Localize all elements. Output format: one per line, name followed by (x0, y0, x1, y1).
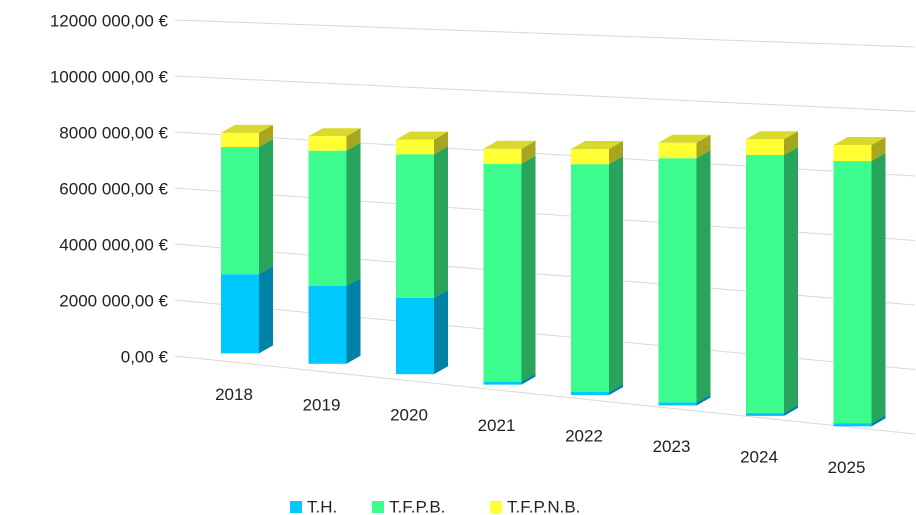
bar (308, 136, 347, 151)
bar-side (784, 404, 798, 416)
x-tick-label: 2021 (478, 416, 516, 435)
bar (396, 297, 434, 375)
bar-side (609, 140, 623, 165)
bar-side (346, 142, 361, 287)
bar (746, 412, 784, 416)
bar-side (784, 131, 798, 155)
legend-label: T.H. (307, 497, 337, 515)
bar (571, 392, 609, 396)
bar-top (658, 134, 711, 143)
y-tick-label: 6000 000,00 € (59, 179, 168, 198)
bar-top (308, 128, 361, 137)
bar-side (521, 155, 536, 382)
bar (221, 274, 259, 354)
bar-side (521, 140, 536, 164)
bar (746, 154, 784, 413)
legend-label: T.F.P.B. (389, 497, 445, 515)
x-tick-label: 2024 (740, 447, 778, 466)
grid-line (174, 19, 916, 48)
grid-line (174, 243, 916, 306)
bar-side (696, 150, 711, 403)
y-tick-label: 2000 000,00 € (59, 291, 168, 310)
bar-side (434, 289, 448, 375)
bar (396, 154, 434, 298)
y-tick-label: 8000 000,00 € (59, 123, 168, 142)
bar (308, 150, 347, 287)
bar-side (871, 415, 886, 427)
bar (833, 161, 872, 424)
x-tick-label: 2020 (390, 406, 428, 425)
bar (833, 423, 872, 427)
bar-side (346, 278, 361, 364)
bar (221, 146, 259, 275)
bar-side (696, 134, 711, 159)
bar-top (396, 131, 448, 140)
grid-line (174, 299, 916, 370)
bar-side (609, 156, 623, 393)
bar (308, 286, 347, 364)
bar (658, 402, 697, 406)
bar-side (871, 137, 886, 162)
y-tick-label: 0,00 € (121, 347, 169, 366)
bar (571, 164, 609, 393)
bar (658, 142, 697, 159)
bar (483, 381, 522, 385)
bar-side (434, 146, 448, 298)
x-tick-label: 2018 (215, 385, 253, 404)
y-tick-label: 12000 000,00 € (50, 11, 169, 30)
bar (571, 148, 609, 165)
bar (221, 132, 259, 147)
bar-side (784, 146, 798, 413)
bar-side (521, 373, 536, 385)
bar-side (259, 266, 273, 354)
y-tick-label: 10000 000,00 € (50, 67, 169, 86)
bar-top (483, 140, 536, 149)
bar-top (221, 124, 273, 133)
bar-side (609, 384, 623, 396)
bar-side (346, 128, 361, 151)
bar-side (259, 124, 273, 147)
legend-swatch (290, 501, 302, 513)
bar (658, 158, 697, 403)
x-tick-label: 2022 (565, 427, 603, 446)
bar-side (259, 138, 273, 275)
bar (396, 139, 434, 155)
bar (833, 145, 872, 162)
grid-line (174, 187, 916, 241)
bar (483, 163, 522, 382)
grid-line (174, 355, 916, 435)
bar-top (571, 140, 623, 149)
x-tick-label: 2023 (653, 437, 691, 456)
bar-side (871, 153, 886, 424)
grid-line (174, 131, 916, 177)
legend-label: T.F.P.N.B. (507, 497, 580, 515)
x-tick-label: 2019 (303, 395, 341, 414)
bar-side (696, 394, 711, 406)
bar (483, 148, 522, 164)
bar-side (434, 131, 448, 155)
legend-swatch (372, 501, 384, 513)
grid-line (174, 75, 916, 112)
legend: T.H. T.F.P.B. T.F.P.N.B. (290, 497, 580, 515)
bar (746, 139, 784, 155)
x-tick-label: 2025 (828, 458, 866, 477)
bar-top (746, 131, 798, 140)
y-tick-label: 4000 000,00 € (59, 235, 168, 254)
legend-swatch (490, 501, 502, 513)
bar-top (833, 137, 886, 146)
